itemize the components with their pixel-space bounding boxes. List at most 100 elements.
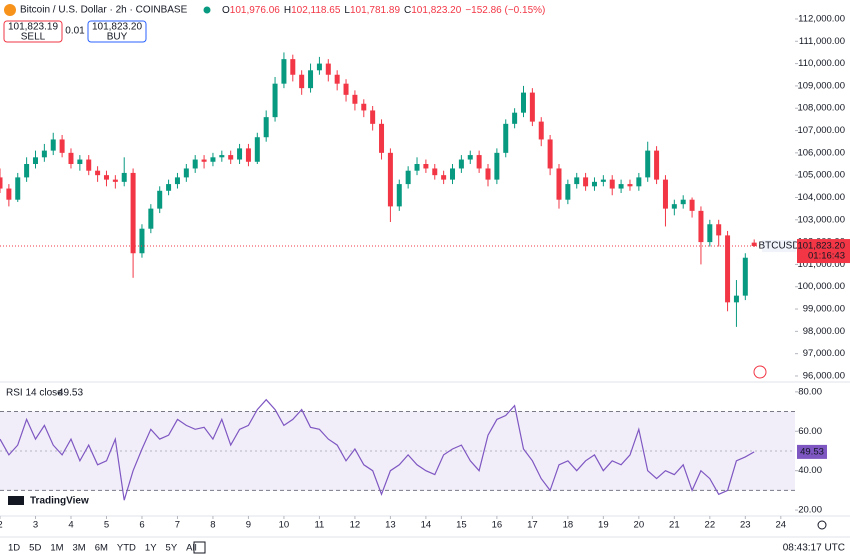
candle-body <box>166 184 172 191</box>
settings-icon[interactable] <box>817 520 827 530</box>
candle-body <box>396 184 402 207</box>
ohlc-key: C <box>404 5 411 16</box>
ohlc-value: 101,823.20 <box>411 5 461 16</box>
candle-body <box>698 210 704 243</box>
y-tick-label: 107,000.00 <box>797 125 845 136</box>
candle-body <box>192 159 198 169</box>
x-tick-label: 13 <box>385 520 396 531</box>
candle-body <box>6 188 12 200</box>
range-button[interactable]: 5Y <box>166 543 178 554</box>
x-tick-label: 24 <box>776 520 787 531</box>
candle-body <box>0 177 3 189</box>
y-tick-label: 110,000.00 <box>798 58 845 69</box>
candle-body <box>157 190 163 209</box>
rsi-tick-label: 40.00 <box>798 465 822 476</box>
candle-body <box>627 184 633 187</box>
x-tick-label: 6 <box>139 520 144 531</box>
candle-body <box>148 208 154 229</box>
candle-body <box>352 94 358 104</box>
x-tick-label: 7 <box>175 520 180 531</box>
candle-body <box>441 175 447 180</box>
sell-button[interactable] <box>3 20 63 43</box>
candle-body <box>751 242 757 247</box>
range-button[interactable]: All <box>186 543 197 554</box>
candle-body <box>308 70 314 89</box>
event-icon[interactable] <box>753 365 767 379</box>
x-tick-label: 5 <box>104 520 109 531</box>
candle-body <box>654 150 660 180</box>
y-tick-label: 98,000.00 <box>803 326 845 337</box>
candle-body <box>95 170 101 176</box>
candle-body <box>609 179 615 189</box>
x-tick-label: 3 <box>33 520 38 531</box>
candle-body <box>77 159 83 165</box>
y-tick-label: 101,000.00 <box>797 259 845 270</box>
x-tick-label: 4 <box>68 520 73 531</box>
candle-body <box>476 155 482 169</box>
candle-body <box>662 179 668 209</box>
y-tick-label: 111,000.00 <box>799 36 845 47</box>
candle-body <box>689 199 695 211</box>
rsi-title: RSI 14 close <box>6 388 63 399</box>
symbol: Bitcoin / U.S. Dollar · 2h · COINBASE <box>20 5 188 16</box>
candle-body <box>68 152 74 165</box>
candle-body <box>591 181 597 187</box>
x-tick-label: 2 <box>0 520 3 531</box>
candle-body <box>645 150 651 178</box>
change: −152.86 (−0.15%) <box>465 5 545 16</box>
range-button[interactable]: 5D <box>29 543 41 554</box>
candle-body <box>520 92 526 113</box>
x-tick-label: 18 <box>563 520 574 531</box>
rsi-tick-label: 60.00 <box>798 426 822 437</box>
candle-body <box>574 177 580 185</box>
x-tick-label: 22 <box>705 520 716 531</box>
candle-body <box>618 184 624 189</box>
range-button[interactable]: 1Y <box>145 543 157 554</box>
x-tick-label: 9 <box>246 520 251 531</box>
ohlc-key: L <box>344 5 350 16</box>
y-tick-label: 103,000.00 <box>797 214 845 225</box>
x-tick-label: 20 <box>634 520 645 531</box>
rsi-tag-label: 49.53 <box>800 446 824 457</box>
candle-body <box>450 168 456 180</box>
rsi-line <box>0 398 755 501</box>
x-tick-label: 14 <box>421 520 432 531</box>
candle-body <box>32 157 38 165</box>
y-tick-label: 105,000.00 <box>797 170 845 181</box>
brand-name: TradingView <box>30 496 89 507</box>
candle-body <box>742 257 748 296</box>
range-button[interactable]: 1M <box>50 543 63 554</box>
range-button[interactable]: 1D <box>8 543 20 554</box>
candle-body <box>583 177 589 187</box>
candle-body <box>183 168 189 178</box>
candle-body <box>254 137 260 162</box>
x-tick-label: 10 <box>279 520 290 531</box>
candle-body <box>458 159 464 169</box>
y-tick-label: 108,000.00 <box>797 103 845 114</box>
candle-body <box>733 295 739 303</box>
candle-body <box>112 179 118 182</box>
candle-body <box>50 139 56 151</box>
candle-body <box>600 179 606 182</box>
candle-body <box>228 155 234 160</box>
coin-icon <box>4 4 16 16</box>
candle-body <box>281 59 287 84</box>
range-button[interactable]: 6M <box>95 543 108 554</box>
y-tick-label: 109,000.00 <box>797 80 845 91</box>
candle-body <box>59 139 65 153</box>
calendar-icon[interactable] <box>193 541 206 554</box>
spread: 0.01 <box>65 26 85 37</box>
ohlc-value: 102,118.65 <box>291 5 341 16</box>
range-button[interactable]: 3M <box>73 543 86 554</box>
candle-body <box>219 155 225 158</box>
buy-button[interactable] <box>87 20 147 43</box>
x-tick-label: 19 <box>598 520 609 531</box>
candle-body <box>103 175 109 180</box>
candle-body <box>387 152 393 207</box>
symbol-tag-label: BTCUSD <box>758 241 799 252</box>
brand: TradingView <box>8 496 89 507</box>
x-tick-label: 11 <box>314 520 324 531</box>
x-tick-label: 15 <box>456 520 467 531</box>
range-button[interactable]: YTD <box>117 543 136 554</box>
candle-body <box>370 110 376 124</box>
